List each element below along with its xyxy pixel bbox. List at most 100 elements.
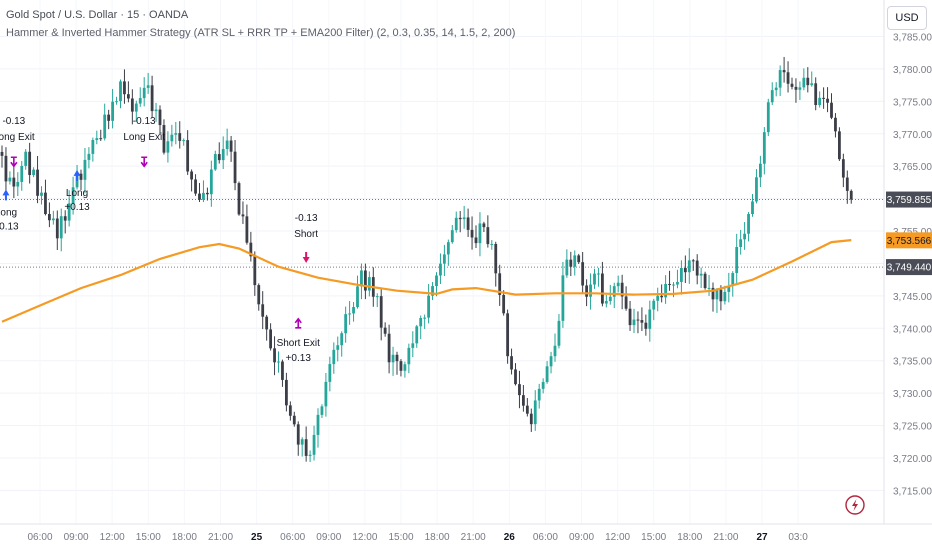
candle-body <box>36 169 39 196</box>
candle-body <box>628 308 632 326</box>
candle-body <box>593 273 596 285</box>
candle-body <box>99 138 103 140</box>
candle-body <box>340 333 344 346</box>
signal-label: Short Exit <box>277 338 321 349</box>
candle-body <box>138 98 142 104</box>
y-tick-label: 3,765.000 <box>893 162 932 173</box>
candle-body <box>822 97 825 99</box>
candle-body <box>652 300 656 310</box>
candle-body <box>360 270 363 287</box>
candle-body <box>174 133 178 135</box>
candlestick-series <box>0 56 853 463</box>
candle-body <box>209 169 213 195</box>
currency-button[interactable]: USD <box>887 6 927 30</box>
candle-body <box>127 94 130 99</box>
price-label-text: 3,749.440 <box>887 263 932 274</box>
reference-lines <box>0 199 884 268</box>
candle-body <box>292 415 296 425</box>
candle-body <box>711 287 715 300</box>
candle-body <box>454 217 458 231</box>
candle-body <box>743 233 746 240</box>
x-tick-label: 06:00 <box>280 532 305 543</box>
candle-body <box>533 400 537 425</box>
candle-body <box>67 203 71 221</box>
candle-body <box>683 267 687 273</box>
candle-body <box>237 183 241 215</box>
long-arrow-icon <box>73 169 81 181</box>
x-tick-label: 09:00 <box>64 532 89 543</box>
x-tick-label: 06:00 <box>27 532 52 543</box>
candle-body <box>798 87 802 90</box>
candle-body <box>308 454 312 456</box>
candle-body <box>506 313 509 357</box>
candle-body <box>802 77 806 88</box>
candle-body <box>403 364 407 371</box>
candle-body <box>514 369 517 385</box>
y-tick-label: 3,775.000 <box>893 97 932 108</box>
candle-body <box>770 90 774 103</box>
x-tick-label: 25 <box>251 532 263 543</box>
signal-long-entry[interactable]: Long +0.13 <box>0 189 19 232</box>
candle-body <box>134 103 138 112</box>
candle-body <box>277 361 280 363</box>
candle-body <box>687 260 691 273</box>
candle-body <box>253 256 257 286</box>
candle-body <box>845 177 849 191</box>
signal-long-exit[interactable]: -0.13 Long Exit <box>123 116 165 168</box>
strategy-legend[interactable]: Hammer & Inverted Hammer Strategy (ATR S… <box>6 27 516 39</box>
candle-body <box>561 275 565 321</box>
x-tick-label: 18:00 <box>172 532 197 543</box>
candle-body <box>111 101 114 121</box>
exit-marker-icon <box>140 156 148 168</box>
symbol-title[interactable]: Gold Spot / U.S. Dollar · 15 · OANDA <box>6 9 189 21</box>
candle-body <box>676 281 679 285</box>
signal-short-entry[interactable]: -0.13 Short <box>294 213 318 263</box>
candle-body <box>170 134 174 142</box>
candle-body <box>759 163 762 178</box>
candle-body <box>636 319 640 321</box>
candle-body <box>249 242 253 257</box>
candle-body <box>241 214 245 217</box>
candle-body <box>28 151 32 176</box>
candle-body <box>12 177 16 187</box>
candle-body <box>336 345 340 350</box>
candle-body <box>202 192 205 200</box>
candle-body <box>415 326 419 344</box>
candle-body <box>806 77 810 86</box>
candle-body <box>59 216 63 239</box>
candle-body <box>142 87 146 99</box>
x-tick-label: 18:00 <box>425 532 450 543</box>
candle-body <box>518 384 521 396</box>
y-tick-label: 3,780.000 <box>893 65 932 76</box>
candle-body <box>632 319 636 326</box>
candle-body <box>470 229 474 238</box>
replay-flash-icon[interactable] <box>845 495 865 515</box>
signal-label: -0.13 <box>133 116 156 127</box>
exit-marker-icon <box>294 317 302 329</box>
candle-body <box>154 109 158 112</box>
x-tick-label: 15:00 <box>388 532 413 543</box>
candle-body <box>810 83 814 86</box>
candle-body <box>707 287 711 289</box>
candle-body <box>557 320 561 346</box>
candle-body <box>288 405 292 416</box>
candle-body <box>620 282 624 297</box>
candle-body <box>786 72 790 84</box>
signal-long-entry[interactable]: Long +0.13 <box>64 169 90 213</box>
candle-body <box>830 102 833 118</box>
x-tick-label: 21:00 <box>713 532 738 543</box>
candle-body <box>367 277 371 291</box>
candle-body <box>352 307 355 314</box>
candle-body <box>474 237 478 244</box>
signal-long-exit[interactable]: -0.13 Long Exit <box>0 116 35 168</box>
candle-body <box>537 388 541 401</box>
signal-short-exit[interactable]: Short Exit +0.13 <box>277 317 321 364</box>
candle-body <box>213 154 217 170</box>
candle-body <box>755 177 758 202</box>
candle-body <box>146 85 150 88</box>
y-tick-label: 3,735.000 <box>893 357 932 368</box>
time-axis[interactable]: 06:00 09:00 12:00 15:00 18:00 21:00 25 06:00 09:… <box>27 532 808 543</box>
candle-body <box>612 286 616 297</box>
